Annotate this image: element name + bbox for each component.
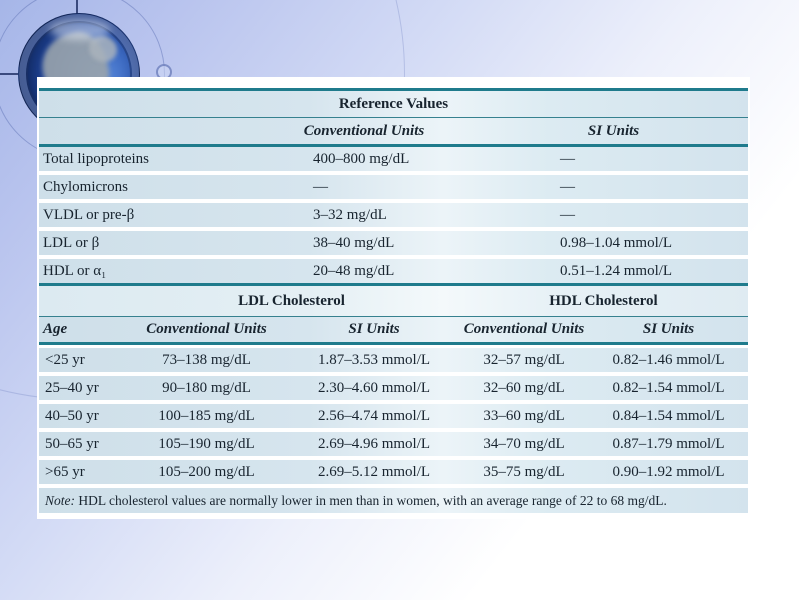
table-row: 25–40 yr 90–180 mg/dL 2.30–4.60 mmol/L 3… xyxy=(39,376,748,400)
globe-continent-small xyxy=(88,35,118,62)
reference-table: Reference Values Conventional Units SI U… xyxy=(39,88,748,513)
divider xyxy=(39,144,748,147)
table-row: 40–50 yr 100–185 mg/dL 2.56–4.74 mmol/L … xyxy=(39,404,748,428)
divider xyxy=(39,316,748,317)
cell-hdl-si: 0.82–1.46 mmol/L xyxy=(612,352,725,368)
cell-age: 25–40 yr xyxy=(45,380,99,396)
table-row: Chylomicrons — — xyxy=(39,175,748,199)
part2-column-headers: Age Conventional Units SI Units Conventi… xyxy=(39,317,748,342)
cell-ldl-si: 1.87–3.53 mmol/L xyxy=(317,352,431,368)
empty-header-cell xyxy=(39,118,249,144)
cell-hdl-si: 0.87–1.79 mmol/L xyxy=(612,436,725,452)
col-header-si-units: SI Units xyxy=(587,123,640,139)
col-header-conventional-units: Conventional Units xyxy=(303,123,425,139)
part1-column-headers: Conventional Units SI Units xyxy=(39,118,748,144)
col-header-ldl-conventional: Conventional Units xyxy=(146,321,267,337)
crosshair-vertical-line xyxy=(76,0,78,20)
col-header-age: Age xyxy=(43,321,68,337)
cell-conventional: — xyxy=(313,179,328,195)
cell-ldl-conventional: 105–190 mg/dL xyxy=(158,436,255,452)
cell-hdl-conventional: 32–57 mg/dL xyxy=(483,352,565,368)
globe-highlight xyxy=(50,20,111,41)
table-top-border xyxy=(39,88,748,91)
cell-ldl-conventional: 90–180 mg/dL xyxy=(162,380,251,396)
cell-hdl-conventional: 34–70 mg/dL xyxy=(483,436,565,452)
table-row: >65 yr 105–200 mg/dL 2.69–5.12 mmol/L 35… xyxy=(39,460,748,484)
table-footnote: Note: HDL cholesterol values are normall… xyxy=(39,488,748,513)
cholesterol-group-headers: LDL Cholesterol HDL Cholesterol xyxy=(39,286,748,316)
globe-icon xyxy=(18,13,140,135)
cell-hdl-si: 0.84–1.54 mmol/L xyxy=(612,408,725,424)
table-row: LDL or β 38–40 mg/dL 0.98–1.04 mmol/L xyxy=(39,231,748,255)
cell-age: >65 yr xyxy=(45,464,85,480)
cell-si: 0.51–1.24 mmol/L xyxy=(560,263,673,279)
cell-ldl-si: 2.69–5.12 mmol/L xyxy=(317,464,431,480)
group-header-ldl-cholesterol: LDL Cholesterol xyxy=(238,293,345,309)
row-label: VLDL or pre-β xyxy=(43,207,135,223)
cell-si: — xyxy=(560,151,575,167)
table-row: Total lipoproteins 400–800 mg/dL — xyxy=(39,147,748,171)
empty-header-cell xyxy=(39,286,124,316)
footnote-label: Note: xyxy=(45,493,75,508)
cell-conventional: 20–48 mg/dL xyxy=(313,263,395,279)
row-label: HDL or α₁ xyxy=(43,263,107,279)
footnote-text: HDL cholesterol values are normally lowe… xyxy=(75,493,667,508)
table-title: Reference Values xyxy=(39,91,748,117)
cell-hdl-conventional: 32–60 mg/dL xyxy=(483,380,565,396)
cell-age: 40–50 yr xyxy=(45,408,99,424)
group-header-hdl-cholesterol: HDL Cholesterol xyxy=(549,293,658,309)
cell-ldl-si: 2.56–4.74 mmol/L xyxy=(317,408,431,424)
table-row: HDL or α₁ 20–48 mg/dL 0.51–1.24 mmol/L xyxy=(39,259,748,283)
divider xyxy=(39,117,748,118)
cell-conventional: 400–800 mg/dL xyxy=(313,151,410,167)
cell-hdl-conventional: 33–60 mg/dL xyxy=(483,408,565,424)
cell-age: <25 yr xyxy=(45,352,85,368)
table-row: <25 yr 73–138 mg/dL 1.87–3.53 mmol/L 32–… xyxy=(39,348,748,372)
cell-hdl-si: 0.82–1.54 mmol/L xyxy=(612,380,725,396)
cell-si: 0.98–1.04 mmol/L xyxy=(560,235,673,251)
col-header-hdl-conventional: Conventional Units xyxy=(463,321,585,337)
cell-ldl-conventional: 105–200 mg/dL xyxy=(158,464,255,480)
cell-ldl-si: 2.30–4.60 mmol/L xyxy=(317,380,431,396)
cell-ldl-si: 2.69–4.96 mmol/L xyxy=(317,436,431,452)
cell-hdl-si: 0.90–1.92 mmol/L xyxy=(612,464,725,480)
col-header-hdl-si: SI Units xyxy=(642,321,695,337)
cell-si: — xyxy=(560,207,575,223)
cell-conventional: 3–32 mg/dL xyxy=(313,207,387,223)
content-panel: Reference Values Conventional Units SI U… xyxy=(37,77,750,519)
cell-si: — xyxy=(560,179,575,195)
row-label: Total lipoproteins xyxy=(43,151,150,167)
cell-age: 50–65 yr xyxy=(45,436,99,452)
divider xyxy=(39,342,748,345)
row-label: Chylomicrons xyxy=(43,179,128,195)
table-row: 50–65 yr 105–190 mg/dL 2.69–4.96 mmol/L … xyxy=(39,432,748,456)
row-label: LDL or β xyxy=(43,235,100,251)
cell-conventional: 38–40 mg/dL xyxy=(313,235,395,251)
table-row: VLDL or pre-β 3–32 mg/dL — xyxy=(39,203,748,227)
divider xyxy=(39,283,748,286)
cell-ldl-conventional: 100–185 mg/dL xyxy=(158,408,255,424)
cell-ldl-conventional: 73–138 mg/dL xyxy=(162,352,251,368)
col-header-ldl-si: SI Units xyxy=(348,321,400,337)
cell-hdl-conventional: 35–75 mg/dL xyxy=(483,464,565,480)
crosshair-horizontal-line xyxy=(0,73,21,75)
